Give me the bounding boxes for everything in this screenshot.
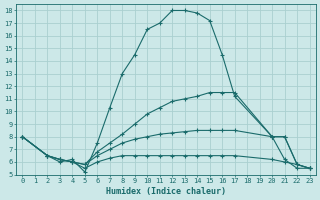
- X-axis label: Humidex (Indice chaleur): Humidex (Indice chaleur): [106, 187, 226, 196]
